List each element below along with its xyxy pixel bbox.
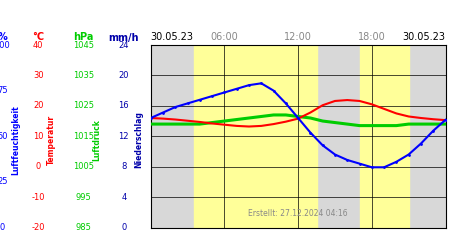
Text: 995: 995: [76, 192, 91, 202]
Text: 50: 50: [0, 132, 8, 141]
Text: Temperatur: Temperatur: [47, 115, 56, 165]
Text: 4: 4: [121, 192, 126, 202]
Text: 06:00: 06:00: [211, 32, 239, 42]
Text: 1025: 1025: [73, 101, 94, 110]
Text: 1005: 1005: [73, 162, 94, 171]
Text: 1015: 1015: [73, 132, 94, 141]
Text: 0: 0: [0, 223, 5, 232]
Text: Erstellt: 27.12.2024 04:16: Erstellt: 27.12.2024 04:16: [248, 210, 348, 218]
Text: Luftdruck: Luftdruck: [92, 119, 101, 161]
Text: 20: 20: [118, 71, 129, 80]
Text: 75: 75: [0, 86, 8, 95]
Text: 12:00: 12:00: [284, 32, 312, 42]
Text: hPa: hPa: [73, 32, 94, 42]
Text: 20: 20: [33, 101, 44, 110]
Text: 1045: 1045: [73, 40, 94, 50]
Text: Niederschlag: Niederschlag: [134, 112, 143, 168]
Text: 16: 16: [118, 101, 129, 110]
Text: 0: 0: [121, 223, 126, 232]
Bar: [409, 45, 446, 228]
Text: mm/h: mm/h: [108, 32, 139, 42]
Text: 100: 100: [0, 40, 10, 50]
Text: 30: 30: [33, 71, 44, 80]
Text: 18:00: 18:00: [358, 32, 386, 42]
Text: °C: °C: [32, 32, 44, 42]
Text: Luftfeuchtigkeit: Luftfeuchtigkeit: [11, 105, 20, 175]
Bar: [151, 45, 194, 228]
Bar: [194, 45, 316, 228]
Text: 8: 8: [121, 162, 126, 171]
Text: 985: 985: [75, 223, 91, 232]
Text: 1035: 1035: [73, 71, 94, 80]
Text: 24: 24: [118, 40, 129, 50]
Text: 30.05.23: 30.05.23: [402, 32, 446, 42]
Bar: [360, 45, 409, 228]
Text: 25: 25: [0, 178, 8, 186]
Text: 12: 12: [118, 132, 129, 141]
Bar: [316, 45, 360, 228]
Text: -20: -20: [32, 223, 45, 232]
Text: 10: 10: [33, 132, 44, 141]
Text: %: %: [0, 32, 7, 42]
Text: 0: 0: [36, 162, 41, 171]
Text: 40: 40: [33, 40, 44, 50]
Text: 30.05.23: 30.05.23: [151, 32, 194, 42]
Text: -10: -10: [32, 192, 45, 202]
